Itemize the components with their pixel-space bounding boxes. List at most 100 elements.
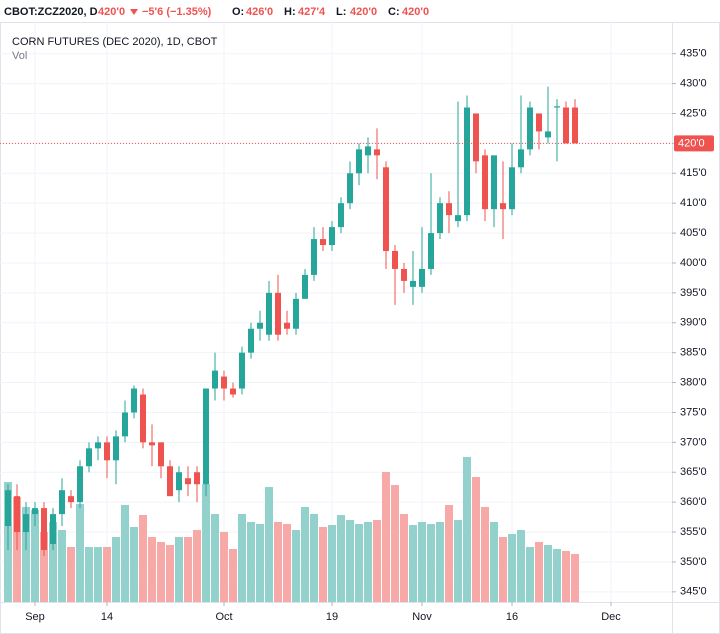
candle-body: [113, 436, 119, 461]
candle-body: [239, 352, 245, 389]
candle-body: [95, 442, 101, 449]
candle-body: [347, 173, 353, 204]
candle-body: [383, 167, 389, 252]
volume-bar: [454, 520, 462, 602]
change: −5'6 (−1.35%): [142, 6, 212, 18]
volume-bar: [319, 527, 327, 602]
volume-bar: [436, 522, 444, 602]
candle-body: [410, 280, 416, 287]
y-tick-label: 390'0: [680, 317, 707, 329]
candle-body: [302, 274, 308, 299]
candle-body: [554, 106, 560, 108]
candle-body: [536, 113, 542, 132]
y-tick-label: 375'0: [680, 406, 707, 418]
candle-body: [311, 239, 317, 275]
y-tick-label: 385'0: [680, 347, 707, 359]
volume-bar: [445, 505, 453, 602]
volume-bar: [166, 545, 174, 602]
candle-body: [419, 268, 425, 287]
volume-bar: [508, 534, 516, 602]
candle-body: [572, 107, 578, 144]
volume-bar: [274, 522, 282, 602]
y-tick-label: 395'0: [680, 287, 707, 299]
candle-body: [257, 322, 263, 329]
candle-body: [545, 131, 551, 138]
candle-body: [41, 508, 47, 550]
price-label-box: [674, 135, 714, 152]
volume-bar: [256, 524, 264, 602]
candle-body: [149, 442, 155, 446]
volume-bar: [31, 510, 39, 602]
volume-bar: [463, 457, 471, 602]
candle-body: [86, 448, 92, 467]
ohlc-value: 420'0: [350, 6, 377, 18]
ohlc-label: O:: [232, 6, 244, 18]
ohlc-readout: O: 426'0 H: 427'4 L: 420'0 C: 420'0: [232, 6, 429, 18]
candle-body: [14, 496, 20, 533]
candle-body: [23, 514, 29, 533]
ohlc-label: H:: [284, 6, 296, 18]
candle-body: [392, 251, 398, 269]
volume-bar: [292, 530, 300, 602]
volume-bar: [193, 530, 201, 602]
volume-bar: [364, 522, 372, 602]
candle-body: [68, 496, 74, 503]
volume-bar: [562, 551, 570, 602]
volume-bar: [526, 547, 534, 602]
volume-bar: [472, 477, 480, 602]
volume-bar: [301, 507, 309, 602]
chart-title: CORN FUTURES (DEC 2020), 1D, CBOT: [12, 36, 218, 48]
volume-bar: [58, 530, 66, 602]
candle-body: [401, 268, 407, 281]
volume-bar: [157, 542, 165, 602]
volume-bar: [76, 504, 84, 602]
volume-bar: [211, 514, 219, 602]
candle-body: [158, 442, 164, 467]
y-tick-label: 435'0: [680, 48, 707, 60]
volume-bar: [517, 530, 525, 602]
volume-bar: [85, 547, 93, 602]
candle-body: [167, 466, 173, 497]
volume-bar: [67, 547, 75, 602]
y-tick-label: 415'0: [680, 167, 707, 179]
candle-body: [140, 394, 146, 443]
volume-bar: [409, 525, 417, 602]
y-tick-label: 370'0: [680, 436, 707, 448]
candle-body: [122, 412, 128, 437]
axes: 345'0 350'0 355'0 360'0 365'0 370'0 375'0 380'0…: [0, 48, 714, 623]
y-tick-label: 410'0: [680, 197, 707, 209]
volume-bar: [346, 520, 354, 602]
candle-body: [482, 155, 488, 210]
x-tick-label: Oct: [215, 611, 232, 623]
volume-bar: [139, 515, 147, 602]
candle-body: [194, 472, 200, 485]
y-tick-label: 400'0: [680, 257, 707, 269]
volume-bar: [238, 514, 246, 602]
candle-body: [284, 322, 290, 329]
candle-body: [464, 107, 470, 216]
volume-bar: [553, 549, 561, 602]
ohlc-value: 426'0: [246, 6, 273, 18]
candle-body: [131, 388, 137, 413]
symbol: CBOT:ZCZ2020, D: [4, 6, 98, 18]
candle-body: [365, 146, 371, 156]
ohlc-value: 420'0: [402, 6, 429, 18]
price-label: 420'0: [678, 137, 705, 149]
volume-bar: [481, 507, 489, 602]
candle-body: [446, 203, 452, 216]
volume-bar: [310, 514, 318, 602]
volume-bar: [148, 537, 156, 602]
x-tick-label: 14: [101, 611, 113, 623]
volume-bar: [112, 537, 120, 602]
candle-body: [329, 227, 335, 246]
volume-bar: [229, 549, 237, 602]
volume-bar: [121, 505, 129, 602]
candle-body: [509, 167, 515, 210]
x-tick-label: Nov: [412, 611, 432, 623]
volume-bar: [391, 485, 399, 602]
volume-bar: [418, 522, 426, 602]
y-tick-label: 355'0: [680, 526, 707, 538]
volume-bar: [337, 515, 345, 602]
x-tick-label: 16: [506, 611, 518, 623]
